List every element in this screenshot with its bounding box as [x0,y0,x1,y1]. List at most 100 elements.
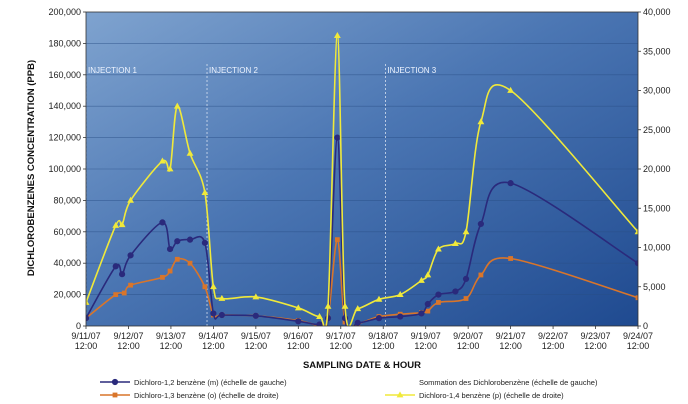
left-tick-label: 200,000 [48,7,81,17]
right-tick-label: 20,000 [643,164,671,174]
left-tick-label: 60,000 [53,227,81,237]
legend-swatch-marker [112,392,118,398]
data-point [112,221,120,228]
data-point [425,308,431,314]
x-tick-date: 9/17/07 [326,331,356,341]
data-point [477,118,485,125]
legend-label: Dichloro-1,2 benzène (m) (échelle de gau… [134,378,287,387]
data-point [478,272,484,278]
legend-entry: Sommation des Dichlorobenzène (échelle d… [419,378,598,387]
series-circle [86,134,638,326]
x-tick-hour: 12:00 [330,341,353,351]
x-tick-date: 9/16/07 [283,331,313,341]
data-point [121,290,127,296]
legend-entry: Dichloro-1,2 benzène (m) (échelle de gau… [100,378,287,387]
data-point [218,311,225,319]
data-point [160,274,165,280]
x-tick-hour: 12:00 [75,341,98,351]
gridlines [86,43,638,295]
legend-swatch-marker [111,378,119,386]
x-axis-ticks: 9/11/0712:009/12/0712:009/13/0712:009/14… [71,326,653,351]
left-tick-label: 120,000 [48,133,81,143]
data-point [113,292,119,297]
left-tick-label: 40,000 [53,258,81,268]
data-point [209,283,217,290]
data-point [507,86,515,93]
data-point [334,237,340,243]
data-point [159,157,166,164]
legend-label: Dichloro-1,3 benzène (o) (échelle de dro… [134,391,279,400]
data-point [187,260,193,266]
x-tick-hour: 12:00 [542,341,565,351]
data-point [507,180,514,187]
right-tick-label: 30,000 [643,86,671,96]
data-point [118,271,126,278]
data-point [167,268,173,274]
data-point [295,318,302,325]
x-tick-hour: 12:00 [117,341,140,351]
left-tick-label: 20,000 [53,290,81,300]
data-point [174,256,180,262]
x-tick-date: 9/13/07 [156,331,186,341]
x-tick-date: 9/20/07 [453,331,483,341]
data-point [127,196,134,203]
x-tick-date: 9/21/07 [496,331,526,341]
left-tick-label: 80,000 [53,195,81,205]
data-point [186,149,194,156]
right-tick-label: 0 [643,321,648,331]
data-point [424,300,431,308]
data-point [635,295,638,301]
x-tick-date: 9/14/07 [198,331,228,341]
data-point [452,239,459,246]
right-tick-label: 15,000 [643,203,671,213]
x-tick-date: 9/15/07 [241,331,271,341]
data-point [375,315,383,322]
data-point [477,220,484,228]
x-tick-hour: 12:00 [457,341,480,351]
x-axis-title: SAMPLING DATE & HOUR [303,360,421,371]
legend-label: Dichloro-1,4 benzène (p) (échelle de dro… [419,391,564,400]
data-point [186,236,194,243]
data-point [397,313,404,320]
left-tick-label: 180,000 [48,38,81,48]
right-tick-label: 25,000 [643,125,671,135]
right-tick-label: 35,000 [643,46,671,56]
x-tick-date: 9/23/07 [581,331,611,341]
y-axis-title: DICHLOROBENZENES CONCENTRATION (PPB) [26,60,37,276]
x-tick-hour: 12:00 [499,341,522,351]
x-tick-date: 9/24/07 [623,331,653,341]
data-point [462,275,470,282]
left-axis-ticks: 0 20,000 40,000 60,000 80,000 100,000 120,000 1… [48,7,86,331]
data-point [396,291,404,297]
data-point [201,188,209,195]
right-tick-label: 10,000 [643,243,671,253]
data-point [252,312,259,319]
data-point [463,296,469,301]
injection-label: INJECTION 1 [88,66,137,75]
x-tick-hour: 12:00 [627,341,650,351]
data-point [166,245,174,253]
x-tick-hour: 12:00 [245,341,268,351]
data-point [166,165,174,172]
data-point [159,219,166,226]
data-point [435,291,442,298]
injection-markers: INJECTION 1 INJECTION 2 INJECTION 3 [85,64,437,326]
data-point [316,312,323,319]
data-point [462,228,470,235]
data-point [112,263,119,270]
right-tick-label: 5,000 [643,282,666,292]
left-tick-label: 160,000 [48,70,81,80]
x-tick-date: 9/19/07 [411,331,441,341]
data-point [354,319,361,326]
data-point [316,321,323,326]
x-tick-hour: 12:00 [414,341,437,351]
data-point [127,252,134,259]
data-point [354,305,362,312]
data-point [324,302,332,309]
series-layer [86,31,638,326]
legend-swatch-marker [396,391,404,398]
x-tick-date: 9/12/07 [113,331,143,341]
injection-label: INJECTION 3 [387,66,436,75]
x-tick-hour: 12:00 [372,341,395,351]
